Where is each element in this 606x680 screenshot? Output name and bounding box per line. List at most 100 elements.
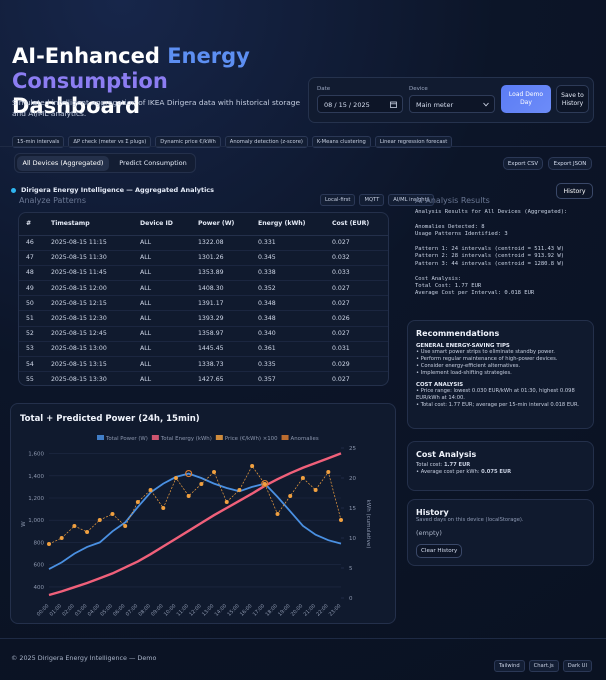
price-point	[47, 542, 51, 546]
x-tick-label: 13:00	[201, 603, 215, 617]
table-cell: 54	[19, 356, 44, 373]
table-cell: ALL	[133, 371, 191, 385]
title: AI-Enhanced Energy Consumption Dashboard	[12, 44, 302, 119]
table-cell: 0.027	[325, 280, 388, 297]
date-value: 08 / 15 / 2025	[324, 101, 370, 109]
patterns-table: # Timestamp Device ID Power (W) Energy (kWh)…	[19, 213, 388, 385]
analysis-line: Pattern 3: 44 intervals (centroid = 1280…	[415, 260, 565, 267]
table-header: Device ID	[133, 213, 191, 236]
section-tag: Local-first	[320, 194, 356, 206]
table-cell: 0.357	[251, 371, 325, 385]
price-point	[250, 464, 255, 468]
table-cell: 51	[19, 310, 44, 327]
table-row: 47 2025-08-15 11:30 ALL 1301.26 0.345 0.032	[19, 250, 388, 266]
price-point	[262, 482, 267, 486]
table-cell: 0.027	[325, 326, 388, 342]
feature-list: 15-min intervals ΔP check (meter vs Σ plu…	[12, 128, 602, 148]
y-axis-label: W	[21, 521, 27, 527]
tab[interactable]: Predict Consumption	[119, 159, 187, 167]
x-tick-label: 07:00	[125, 603, 139, 617]
analysis-line: Analysis Results for All Devices (Aggreg…	[415, 209, 568, 215]
tip: • Consider energy-efficient alternatives…	[416, 363, 521, 369]
tip: • Use smart power strips to eliminate st…	[416, 349, 555, 355]
table-cell: 2025-08-15 12:30	[44, 310, 133, 327]
table-row: 54 2025-08-15 13:15 ALL 1338.73 0.335 0.029	[19, 356, 388, 373]
price-point	[275, 512, 280, 516]
table-cell: ALL	[133, 250, 191, 266]
table-header: Timestamp	[44, 213, 133, 236]
anomaly-point	[261, 479, 269, 488]
feature-chip: 15-min intervals	[12, 136, 65, 148]
table-cell: ALL	[133, 356, 191, 373]
price-point	[199, 482, 204, 486]
x-tick-label: 04:00	[87, 603, 101, 617]
table-header-row: # Timestamp Device ID Power (W) Energy (kWh)…	[19, 213, 388, 236]
table-cell: 2025-08-15 13:15	[44, 356, 133, 373]
legend-label: Total Energy (kWh)	[160, 436, 212, 442]
table-cell: 0.335	[251, 356, 325, 373]
cost-title: Cost Analysis	[416, 450, 477, 459]
cost-label: Total cost:	[416, 462, 443, 468]
table-cell: 0.031	[325, 341, 388, 358]
x-tick-label: 05:00	[99, 603, 113, 617]
save-button[interactable]: Save to History	[556, 85, 589, 113]
export-button[interactable]: Export JSON	[548, 157, 592, 170]
feature-chip: Dynamic price €/kWh	[155, 136, 221, 148]
table-cell: 1322.08	[191, 235, 251, 251]
price-point	[135, 500, 140, 504]
date-input[interactable]: 08 / 15 / 2025	[317, 95, 403, 113]
analysis-line: Average Cost per Interval: 0.018 EUR	[415, 290, 535, 297]
patterns-title: Analyze Patterns	[19, 196, 87, 205]
table-cell: ALL	[133, 310, 191, 327]
rec-cost: • Price range: lowest 0.030 EUR/kWh at 0…	[416, 388, 585, 409]
x-tick-label: 22:00	[315, 603, 329, 617]
tab-active[interactable]: All Devices (Aggregated)	[17, 156, 109, 171]
table-cell: 52	[19, 326, 44, 342]
x-tick-label: 11:00	[176, 603, 190, 617]
export-button[interactable]: Export CSV	[503, 157, 543, 170]
table-cell: 0.338	[251, 265, 325, 282]
price-point	[72, 524, 77, 528]
table-cell: ALL	[133, 295, 191, 312]
table-cell: 0.348	[251, 295, 325, 312]
table-cell: 0.029	[325, 356, 388, 373]
table-cell: ALL	[133, 235, 191, 251]
x-tick-label: 14:00	[214, 603, 228, 617]
legend-label: Price (€/kWh) ×100	[225, 436, 278, 442]
feature-chip: K-Means clustering	[311, 136, 371, 148]
table-cell: 0.345	[251, 250, 325, 266]
y-tick-label: 600	[34, 563, 45, 569]
load-button[interactable]: Load Demo Day	[501, 85, 551, 113]
price-point	[300, 476, 305, 480]
table-cell: 2025-08-15 11:45	[44, 265, 133, 282]
x-tick-label: 02:00	[61, 603, 75, 617]
history-empty: (empty)	[416, 529, 442, 537]
table-cell: 0.348	[251, 310, 325, 327]
table-cell: 47	[19, 250, 44, 266]
x-tick-label: 23:00	[328, 603, 342, 617]
title-part: AI-Enhanced	[12, 44, 168, 68]
price-point	[224, 500, 229, 504]
price-point	[59, 536, 64, 540]
history-note: Saved days on this device (localStorage)…	[416, 517, 524, 523]
table-row: 53 2025-08-15 13:00 ALL 1445.45 0.361 0.031	[19, 341, 388, 358]
y2-tick-label: 10	[349, 536, 356, 542]
price-point	[313, 488, 318, 492]
table-cell: 0.027	[325, 235, 388, 251]
clear-button[interactable]: Clear History	[416, 544, 463, 558]
x-tick-label: 08:00	[138, 603, 152, 617]
rec-title: Recommendations	[416, 329, 500, 338]
cost-tip: • Total cost: 1.77 EUR; average per 15-m…	[416, 402, 580, 408]
table-cell: 1353.89	[191, 265, 251, 282]
y2-tick-label: 5	[349, 566, 353, 572]
cost-label: • Average cost per kWh:	[416, 469, 480, 475]
history-panel: History Saved days on this device (local…	[407, 499, 594, 566]
power-line	[48, 472, 342, 570]
y2-tick-label: 25	[349, 446, 356, 452]
history-button[interactable]: History	[556, 183, 593, 199]
analysis-line: Total Cost: 1.77 EUR	[415, 283, 482, 290]
table-row: 49 2025-08-15 12:00 ALL 1408.30 0.352 0.027	[19, 280, 388, 297]
analysis-group: Anomalies Detected: 8 Usage Patterns Iden…	[415, 224, 600, 239]
footer-badge: Dark UI	[562, 660, 592, 672]
device-select[interactable]: Main meter	[409, 95, 495, 113]
